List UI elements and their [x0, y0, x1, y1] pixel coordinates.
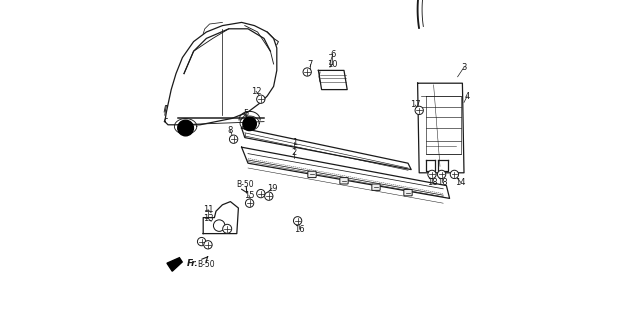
FancyBboxPatch shape — [340, 178, 348, 184]
Text: 3: 3 — [461, 63, 467, 72]
FancyBboxPatch shape — [404, 189, 412, 196]
Text: 17: 17 — [410, 100, 421, 109]
Polygon shape — [167, 258, 182, 271]
Text: 18: 18 — [427, 178, 437, 187]
Circle shape — [243, 117, 256, 131]
FancyBboxPatch shape — [308, 171, 316, 178]
Circle shape — [265, 192, 273, 200]
Text: 16: 16 — [295, 225, 305, 234]
Circle shape — [213, 220, 225, 231]
Text: 18: 18 — [437, 178, 448, 187]
Circle shape — [415, 106, 423, 115]
Text: 4: 4 — [465, 92, 470, 100]
Circle shape — [293, 217, 302, 225]
Text: B-50: B-50 — [197, 260, 215, 269]
FancyBboxPatch shape — [372, 184, 380, 190]
Circle shape — [223, 224, 232, 233]
Text: 1: 1 — [292, 138, 297, 147]
Circle shape — [178, 120, 193, 136]
Circle shape — [230, 135, 238, 143]
Text: 15: 15 — [244, 191, 254, 200]
Circle shape — [245, 199, 254, 207]
Text: 14: 14 — [456, 178, 466, 187]
Circle shape — [428, 170, 436, 179]
Text: B-50: B-50 — [236, 180, 254, 189]
Circle shape — [197, 237, 206, 246]
Circle shape — [204, 241, 212, 249]
Text: 11: 11 — [203, 205, 213, 214]
Text: 5: 5 — [244, 109, 249, 118]
Circle shape — [437, 170, 446, 179]
Text: 12: 12 — [251, 87, 261, 96]
Text: 9: 9 — [244, 119, 249, 128]
Circle shape — [303, 68, 311, 76]
Text: 6: 6 — [330, 50, 336, 59]
Text: 8: 8 — [228, 126, 233, 135]
Circle shape — [256, 189, 265, 198]
Text: 2: 2 — [292, 148, 297, 156]
Text: 10: 10 — [328, 60, 338, 68]
Text: 19: 19 — [266, 184, 277, 193]
Text: 13: 13 — [203, 214, 213, 223]
Circle shape — [451, 170, 459, 179]
Circle shape — [256, 95, 265, 103]
Text: Fr.: Fr. — [187, 259, 198, 268]
Text: 7: 7 — [308, 60, 313, 68]
